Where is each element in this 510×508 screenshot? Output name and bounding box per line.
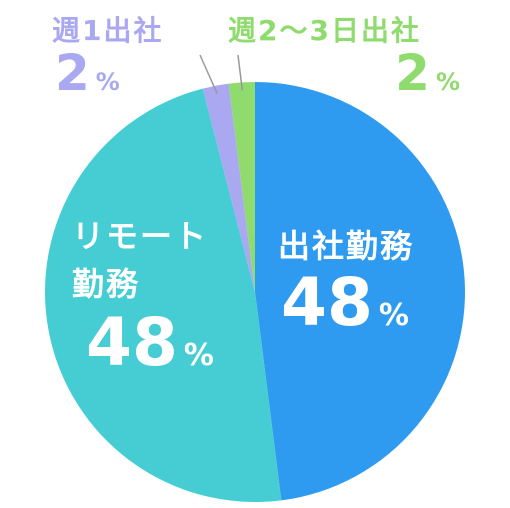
- value-unit: %: [379, 298, 409, 333]
- leader-line: [237, 54, 244, 91]
- value-number: 48: [86, 304, 178, 381]
- pie-slice: [228, 82, 255, 292]
- pie-slice: [255, 82, 466, 501]
- pie-slice: [44, 88, 282, 503]
- value-label: 48%: [281, 264, 409, 341]
- category-label: リモート 勤務: [72, 217, 209, 303]
- leader-line: [199, 54, 218, 94]
- category-label: 週2～3日出社: [228, 14, 421, 47]
- pie-slice: [202, 83, 255, 292]
- value-number: 2: [55, 44, 90, 102]
- value-label: 2%: [55, 44, 120, 102]
- value-unit: %: [184, 338, 214, 373]
- category-label: 週1出社: [52, 14, 164, 47]
- category-label: 出社勤務: [278, 227, 415, 265]
- value-unit: %: [96, 68, 120, 96]
- value-number: 2: [395, 44, 430, 102]
- value-unit: %: [436, 68, 460, 96]
- value-label: 48%: [86, 304, 214, 381]
- value-label: 2%: [395, 44, 460, 102]
- value-number: 48: [281, 264, 373, 341]
